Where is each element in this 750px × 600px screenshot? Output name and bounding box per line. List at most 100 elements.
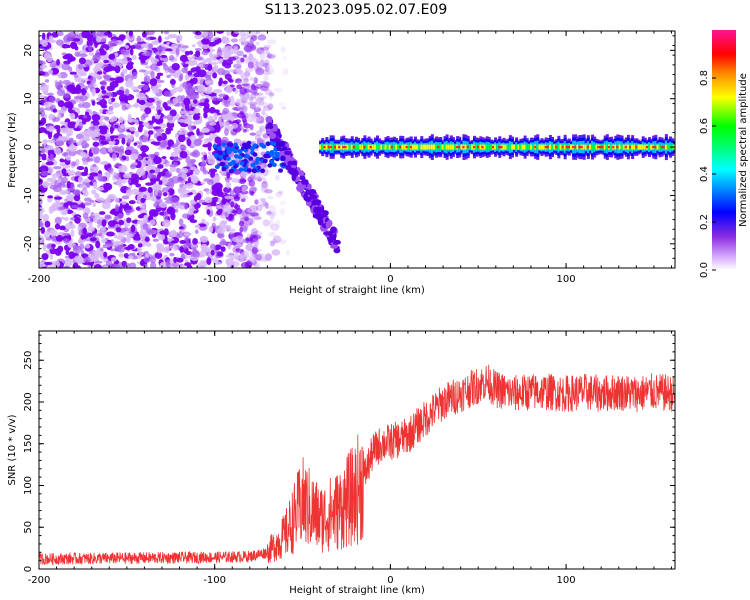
heatmap-cell [269, 240, 275, 247]
heatmap-cell [169, 230, 178, 237]
heatmap-cell [100, 85, 105, 91]
heatmap-cell [397, 144, 401, 150]
colorbar-tick-label: 0.2 [699, 214, 710, 230]
heatmap-cell [189, 152, 198, 157]
heatmap-cell [354, 144, 358, 150]
heatmap-cell [420, 144, 424, 150]
heatmap-cell [248, 101, 257, 106]
heatmap-cell [279, 239, 287, 245]
heatmap-cell [41, 149, 46, 154]
heatmap-cell [39, 178, 43, 186]
heatmap-cell [269, 159, 275, 165]
heatmap-cell [55, 140, 65, 147]
heatmap-cell [180, 123, 189, 128]
heatmap-cell [103, 251, 108, 258]
heatmap-cell [243, 44, 253, 53]
heatmap-cell [133, 142, 138, 146]
heatmap-cell [63, 92, 71, 99]
heatmap-cell [208, 50, 213, 58]
heatmap-cell [275, 141, 281, 147]
heatmap-cell [119, 116, 124, 124]
heatmap-cell [122, 173, 132, 179]
heatmap-cell [234, 89, 239, 94]
heatmap-cell [194, 229, 199, 234]
heatmap-cell [610, 144, 614, 150]
heatmap-cell [210, 61, 218, 65]
heatmap-cell [139, 232, 146, 240]
heatmap-cell [248, 254, 258, 263]
heatmap-cell [591, 144, 595, 150]
heatmap-cell [49, 254, 54, 260]
heatmap-cell [99, 50, 107, 56]
heatmap-cell [150, 141, 157, 145]
heatmap-cell [63, 238, 70, 244]
heatmap-cell [122, 60, 128, 65]
heatmap-cell [458, 145, 462, 149]
heatmap-cell [43, 96, 48, 102]
heatmap-cell [96, 31, 106, 37]
heatmap-cell [73, 194, 81, 202]
heatmap-cell [641, 144, 645, 150]
heatmap-cell [184, 50, 190, 56]
heatmap-cell [79, 53, 88, 58]
heatmap-cell [238, 167, 244, 172]
heatmap-cell [262, 158, 268, 164]
heatmap-cell [193, 138, 202, 147]
heatmap-cell [39, 107, 45, 113]
heatmap-cell [204, 196, 213, 204]
heatmap-cell [224, 73, 232, 80]
heatmap-cell [500, 145, 504, 149]
heatmap-cell [605, 144, 609, 150]
heatmap-cell [140, 145, 149, 153]
heatmap-cell [74, 51, 81, 57]
heatmap-cell [225, 85, 233, 94]
heatmap-cell [56, 127, 61, 134]
heatmap-cell [203, 111, 208, 119]
snr-ytick-label: 150 [23, 434, 34, 453]
heatmap-cell [109, 248, 116, 252]
heatmap-cell [432, 144, 436, 150]
heatmap-cell [69, 56, 76, 62]
heatmap-cell [67, 188, 76, 192]
heatmap-cell [178, 226, 184, 230]
heatmap-cell [53, 196, 63, 200]
heatmap-cell [489, 144, 493, 150]
heatmap-cell [603, 144, 607, 150]
heatmap-cell [111, 102, 121, 108]
heatmap-cell [179, 110, 187, 115]
heatmap-cell [260, 186, 268, 194]
heatmap-cell [145, 36, 151, 41]
heatmap-cell [43, 182, 51, 187]
heatmap-cell [180, 62, 185, 66]
heatmap-cell [82, 161, 89, 166]
heatmap-cell [65, 154, 72, 161]
heatmap-cell [165, 129, 171, 135]
heatmap-cell [538, 144, 542, 150]
heatmap-cell [44, 220, 51, 228]
heatmap-cell [254, 229, 259, 234]
heatmap-cell [235, 139, 241, 143]
heatmap-cell [422, 144, 426, 150]
heatmap-cell [254, 99, 259, 105]
heatmap-cell [158, 123, 167, 129]
heatmap-cell [91, 257, 99, 262]
heatmap-cell [257, 252, 267, 261]
heatmap-cell [125, 146, 135, 151]
heatmap-cell [328, 237, 334, 243]
heatmap-cell [67, 31, 77, 39]
heatmap-cell [42, 138, 47, 147]
heatmap-cell [166, 74, 171, 78]
heatmap-cell [424, 144, 428, 150]
heatmap-cell [652, 145, 656, 149]
heatmap-cell [234, 80, 242, 84]
heatmap-cell [71, 204, 79, 209]
heatmap-cell [109, 126, 114, 134]
heatmap-cell [255, 157, 261, 162]
heatmap-cell [350, 144, 354, 150]
heatmap-cell [205, 221, 210, 227]
heatmap-cell [156, 174, 162, 179]
heatmap-cell [264, 59, 270, 65]
heatmap-cell [265, 66, 274, 75]
heatmap-cell [185, 82, 192, 90]
